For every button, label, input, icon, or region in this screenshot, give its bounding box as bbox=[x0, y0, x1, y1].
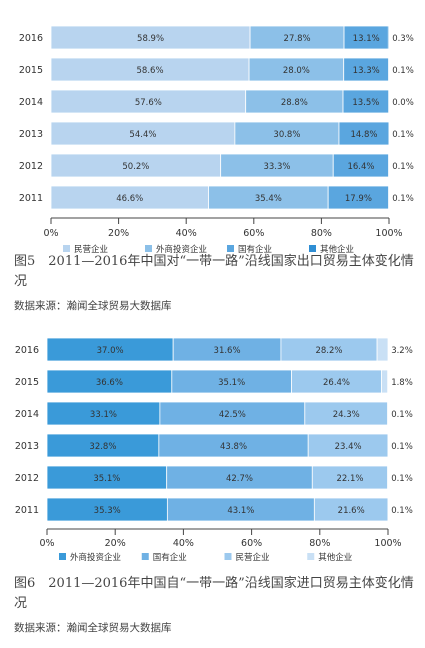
data-label: 35.1% bbox=[93, 474, 120, 484]
x-tick-label: 80% bbox=[309, 538, 330, 549]
data-label: 57.6% bbox=[135, 98, 162, 108]
legend-label: 外商投资企业 bbox=[156, 244, 207, 255]
data-label: 1.8% bbox=[391, 378, 413, 388]
data-label: 22.1% bbox=[336, 474, 363, 484]
data-label: 42.5% bbox=[219, 410, 246, 420]
data-label: 0.1% bbox=[391, 474, 413, 484]
category-label: 2013 bbox=[19, 129, 43, 140]
x-tick-label: 0% bbox=[39, 538, 54, 549]
export-chart: 2016 58.9% 27.8% 13.1% 0.3% 2015 58.6% 28.0% 13.… bbox=[19, 25, 414, 255]
legend-swatch bbox=[59, 553, 66, 560]
data-label: 58.6% bbox=[137, 66, 164, 76]
data-label: 42.7% bbox=[226, 474, 253, 484]
data-label: 27.8% bbox=[284, 34, 311, 44]
legend-swatch bbox=[141, 553, 149, 560]
legend-swatch bbox=[145, 245, 152, 252]
category-label: 2014 bbox=[15, 409, 39, 420]
x-tick-label: 40% bbox=[176, 228, 197, 239]
category-label: 2015 bbox=[19, 65, 43, 76]
x-tick-label: 80% bbox=[311, 228, 332, 239]
bar-segment bbox=[381, 369, 389, 394]
x-tick-label: 20% bbox=[105, 538, 126, 549]
legend-label: 民营企业 bbox=[74, 244, 108, 255]
data-label: 13.1% bbox=[353, 34, 380, 44]
data-label: 33.1% bbox=[90, 410, 117, 420]
legend-label: 国有企业 bbox=[153, 552, 187, 563]
legend-label: 其他企业 bbox=[318, 552, 352, 563]
legend-swatch bbox=[63, 245, 70, 252]
data-label: 23.4% bbox=[335, 442, 362, 452]
category-label: 2015 bbox=[15, 377, 39, 388]
legend-label: 外商投资企业 bbox=[70, 552, 121, 563]
x-tick-label: 60% bbox=[241, 538, 262, 549]
data-label: 13.5% bbox=[352, 98, 379, 108]
data-label: 33.3% bbox=[263, 162, 290, 172]
data-label: 0.1% bbox=[392, 66, 414, 76]
data-label: 26.4% bbox=[323, 378, 350, 388]
category-label: 2012 bbox=[15, 473, 39, 484]
category-label: 2016 bbox=[19, 33, 43, 44]
x-tick-label: 40% bbox=[173, 538, 194, 549]
bar-segment bbox=[387, 25, 390, 50]
x-tick-label: 0% bbox=[43, 228, 58, 239]
category-label: 2014 bbox=[19, 97, 43, 108]
figure-5-caption: 图5 2011—2016年中国对“一带一路”沿线国家出口贸易主体变化情况 bbox=[14, 254, 414, 289]
data-label: 21.6% bbox=[338, 506, 365, 516]
legend-swatch bbox=[224, 553, 232, 560]
figure-5-source: 数据来源：瀚闻全球贸易大数据库 bbox=[14, 300, 172, 312]
legend-label: 民营企业 bbox=[236, 552, 270, 563]
data-label: 17.9% bbox=[345, 194, 372, 204]
data-label: 46.6% bbox=[116, 194, 143, 204]
legend-swatch bbox=[227, 245, 234, 252]
data-label: 13.3% bbox=[353, 66, 380, 76]
data-label: 54.4% bbox=[129, 130, 156, 140]
figure-6-source: 数据来源：瀚闻全球贸易大数据库 bbox=[14, 622, 172, 634]
data-label: 28.2% bbox=[315, 346, 342, 356]
data-label: 36.6% bbox=[96, 378, 123, 388]
data-label: 37.0% bbox=[97, 346, 124, 356]
x-tick-label: 100% bbox=[375, 228, 402, 239]
data-label: 0.1% bbox=[392, 162, 414, 172]
data-label: 3.2% bbox=[391, 346, 413, 356]
data-label: 30.8% bbox=[273, 130, 300, 140]
data-label: 0.3% bbox=[392, 34, 414, 44]
data-label: 58.9% bbox=[137, 34, 164, 44]
category-label: 2016 bbox=[15, 345, 39, 356]
data-label: 0.1% bbox=[391, 442, 413, 452]
bar-segment bbox=[342, 89, 390, 114]
category-label: 2011 bbox=[15, 505, 39, 516]
data-label: 14.8% bbox=[350, 130, 377, 140]
data-label: 0.1% bbox=[392, 130, 414, 140]
data-label: 43.8% bbox=[220, 442, 247, 452]
data-label: 24.3% bbox=[333, 410, 360, 420]
x-tick-label: 100% bbox=[374, 538, 401, 549]
data-label: 35.1% bbox=[218, 378, 245, 388]
category-label: 2012 bbox=[19, 161, 43, 172]
legend-swatch bbox=[309, 245, 316, 252]
figure-6-caption: 图6 2011—2016年中国自“一带一路”沿线国家进口贸易主体变化情况 bbox=[14, 576, 414, 611]
data-label: 43.1% bbox=[227, 506, 254, 516]
legend-swatch bbox=[307, 553, 315, 560]
data-label: 0.1% bbox=[391, 506, 413, 516]
data-label: 16.4% bbox=[347, 162, 374, 172]
x-tick-label: 20% bbox=[108, 228, 129, 239]
x-tick-label: 60% bbox=[243, 228, 264, 239]
data-label: 32.8% bbox=[89, 442, 116, 452]
legend-label: 国有企业 bbox=[238, 244, 272, 255]
data-label: 50.2% bbox=[122, 162, 149, 172]
legend-label: 其他企业 bbox=[320, 244, 354, 255]
data-label: 31.6% bbox=[214, 346, 241, 356]
data-label: 28.0% bbox=[283, 66, 310, 76]
data-label: 28.8% bbox=[281, 98, 308, 108]
bar-segment bbox=[376, 337, 389, 362]
data-label: 0.0% bbox=[392, 98, 414, 108]
category-label: 2011 bbox=[19, 193, 43, 204]
category-label: 2013 bbox=[15, 441, 39, 452]
data-label: 35.3% bbox=[94, 506, 121, 516]
data-label: 0.1% bbox=[392, 194, 414, 204]
data-label: 35.4% bbox=[255, 194, 282, 204]
import-chart: 2016 37.0% 31.6% 28.2% 3.2% 2015 36.6% 35.1% 26.… bbox=[15, 337, 413, 563]
data-label: 0.1% bbox=[391, 410, 413, 420]
